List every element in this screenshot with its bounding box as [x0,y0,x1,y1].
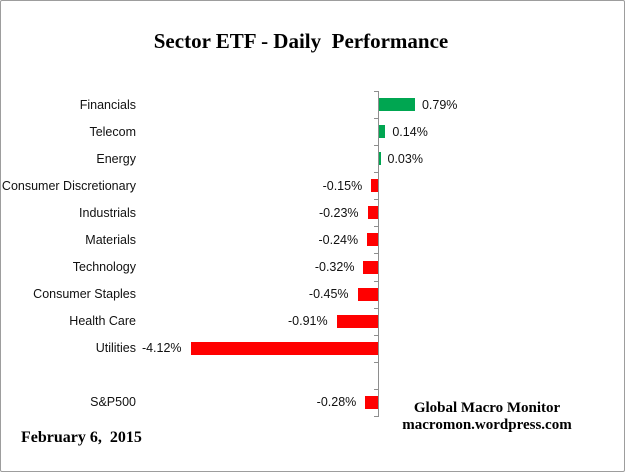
bar-positive [379,125,386,139]
category-label: Technology [72,260,136,275]
category-label: Utilities [95,341,136,356]
axis-tick [374,199,379,201]
axis-tick [374,388,379,390]
attribution: Global Macro Monitor macromon.wordpress.… [381,400,593,434]
category-label: Industrials [79,205,136,220]
value-label: -0.24% [318,232,359,247]
axis-tick [374,172,379,174]
value-label: 0.14% [392,124,428,139]
chart-title: Sector ETF - Daily Performance [153,29,449,53]
axis-tick [374,91,379,92]
bar-negative [190,341,378,355]
value-label: -4.12% [141,341,182,356]
value-label: 0.79% [421,97,458,112]
value-label: 0.03% [387,151,423,166]
axis-tick [374,280,379,282]
axis-tick [374,253,379,255]
axis-tick [374,307,379,309]
bar-positive [379,152,381,166]
bar-positive [379,98,415,112]
category-label: Telecom [89,124,136,139]
axis-tick [374,118,379,120]
bar-negative [336,314,378,328]
date-label: February 6, 2015 [21,429,142,446]
axis-tick [374,145,379,147]
value-label: -0.91% [288,314,328,329]
axis-tick [374,415,379,417]
bar-negative [367,233,378,247]
axis-tick [374,361,379,363]
attribution-source: Global Macro Monitor [413,400,561,416]
category-label: Financials [79,97,136,112]
value-label: -0.32% [314,260,355,275]
value-label: -0.15% [322,178,363,193]
bar-negative [357,287,378,301]
category-label: S&P500 [90,395,136,410]
category-label: Consumer Discretionary [1,178,136,193]
category-label: Consumer Staples [33,287,136,302]
value-label: -0.23% [318,205,359,220]
bar-negative [365,395,378,409]
value-label: -0.45% [308,287,349,302]
bar-negative [363,260,378,274]
category-label: Energy [96,151,136,166]
bar-negative [367,206,378,220]
value-label: -0.28% [316,395,357,410]
attribution-url: macromon.wordpress.com [402,417,572,433]
axis-tick [374,226,379,228]
axis-tick [374,334,379,336]
category-label: Materials [85,232,136,247]
bar-negative [371,179,378,193]
category-label: Health Care [69,314,136,329]
